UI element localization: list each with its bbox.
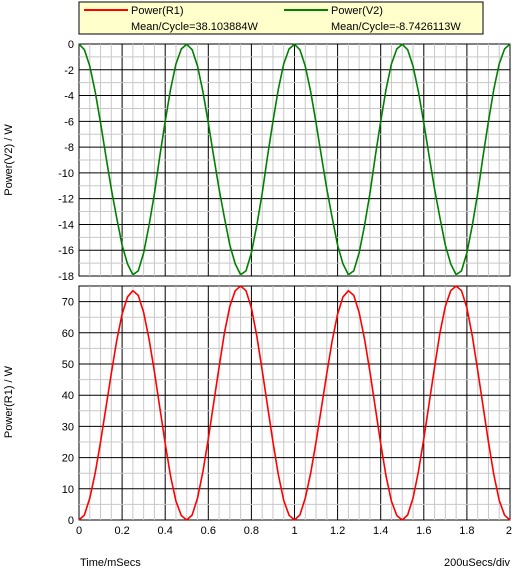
y-tick-label: 20 [62,453,74,465]
legend: Power(R1) Mean/Cycle=38.103884W Power(V2… [78,1,484,35]
legend-stat-power-v2: Mean/Cycle=-8.7426113W [331,21,461,33]
y-tick-label: -8 [64,142,74,154]
x-tick-label: 1.8 [459,525,474,537]
x-tick-label: 0 [76,525,82,537]
bottom-panel: 0 10 20 30 40 50 60 70 0 0.2 0.4 0.6 0.8 1 1.2 1.4 1.6 1.… [62,285,512,537]
y-tick-label: -16 [58,245,74,257]
legend-stat-power-r1: Mean/Cycle=38.103884W [131,21,258,33]
y-tick-label: -2 [64,65,74,77]
y-tick-label: 70 [62,297,74,309]
x-tick-label: 0.8 [244,525,259,537]
y-tick-label: 10 [62,484,74,496]
time-scale-label: 200uSecs/div [444,557,511,568]
series-line-power-v2 [78,43,511,276]
x-tick-label: 1.6 [416,525,431,537]
x-tick-label: 2 [506,525,512,537]
x-tick-label: 1.2 [330,525,345,537]
y-tick-label: -4 [64,91,74,103]
y-tick-label: 0 [68,515,74,527]
legend-background [78,1,484,35]
y-tick-label: 60 [62,328,74,340]
legend-label-power-v2: Power(V2) [331,5,383,17]
y-tick-label: 50 [62,359,74,371]
y-tick-label: 0 [68,39,74,51]
x-tick-label: 1.4 [373,525,388,537]
x-tick-label: 0.2 [114,525,129,537]
y-tick-label: -10 [58,168,74,180]
series-line-power-r1 [78,285,511,521]
y-tick-label: 40 [62,390,74,402]
y-tick-label: -12 [58,194,74,206]
x-axis-title: Time/mSecs [80,557,141,568]
top-y-axis-title: Power(V2) / W [3,124,15,196]
y-tick-label: 30 [62,421,74,433]
y-tick-label: -18 [58,271,74,283]
legend-label-power-r1: Power(R1) [131,5,184,17]
y-tick-label: -6 [64,116,74,128]
x-tick-label: 1 [291,525,297,537]
bottom-y-axis-title: Power(R1) / W [3,365,15,438]
y-tick-label: -14 [58,219,74,231]
x-tick-label: 0.6 [201,525,216,537]
x-tick-label: 0.4 [158,525,173,537]
top-panel: 0 -2 -4 -6 -8 -10 -12 -14 -16 -18 [58,39,511,283]
